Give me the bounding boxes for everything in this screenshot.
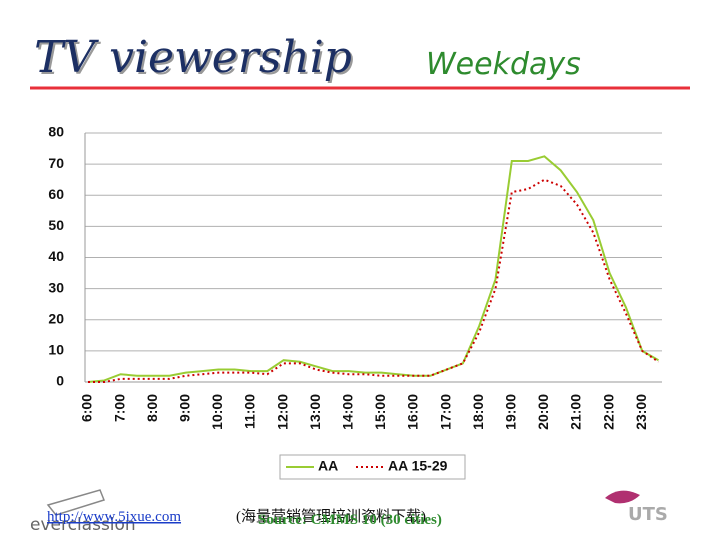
x-tick-label: 19:00 bbox=[503, 394, 519, 430]
y-tick-label: 70 bbox=[48, 155, 64, 171]
x-tick-label: 11:00 bbox=[242, 394, 258, 429]
y-tick-label: 40 bbox=[48, 248, 64, 264]
legend-label: AA 15-29 bbox=[388, 458, 448, 474]
x-tick-label: 18:00 bbox=[470, 394, 486, 430]
y-tick-label: 60 bbox=[48, 186, 64, 202]
logo-left-text: everclassion bbox=[30, 515, 136, 535]
subtitle: Weekdays bbox=[426, 47, 581, 82]
y-tick-label: 20 bbox=[48, 310, 64, 326]
left-logo: everclassion bbox=[30, 489, 136, 535]
x-tick-label: 22:00 bbox=[600, 394, 616, 430]
legend-label: AA bbox=[318, 458, 338, 474]
y-tick-label: 10 bbox=[48, 342, 64, 358]
logo-right-text: UTS bbox=[628, 504, 668, 525]
x-tick-label: 9:00 bbox=[177, 394, 193, 422]
x-tick-label: 14:00 bbox=[340, 394, 356, 430]
series-line bbox=[88, 178, 660, 383]
y-tick-label: 30 bbox=[48, 279, 64, 295]
logo-icon bbox=[46, 489, 105, 516]
y-tick-label: 50 bbox=[48, 217, 64, 233]
url-link[interactable]: http://www.5ixue.com bbox=[47, 509, 181, 525]
x-tick-label: 6:00 bbox=[79, 394, 95, 422]
x-tick-label: 8:00 bbox=[144, 394, 160, 422]
x-tick-label: 7:00 bbox=[111, 394, 127, 422]
x-tick-label: 23:00 bbox=[633, 394, 649, 430]
title: TV viewership bbox=[34, 32, 352, 83]
x-tick-label: 15:00 bbox=[372, 394, 388, 430]
x-tick-label: 20:00 bbox=[535, 394, 551, 430]
source: Source: CMMS 10 (30 cities) bbox=[258, 512, 442, 528]
y-tick-label: 0 bbox=[56, 373, 64, 389]
x-tick-label: 13:00 bbox=[307, 394, 323, 430]
x-tick-label: 16:00 bbox=[405, 394, 421, 430]
chart: 0 10 20 30 40 50 60 70 80 6:00 7:00 8:00 9:00 10:00 11… bbox=[48, 124, 662, 430]
title-shadow: TV viewership bbox=[36, 34, 354, 85]
note: (海量营销管理培训资料下载) bbox=[236, 508, 426, 525]
series-line bbox=[87, 155, 659, 383]
x-tick-label: 17:00 bbox=[437, 394, 453, 430]
logo-right-icon bbox=[605, 490, 640, 504]
x-tick-label: 21:00 bbox=[568, 394, 584, 430]
x-tick-label: 12:00 bbox=[274, 394, 290, 430]
x-tick-label: 10:00 bbox=[209, 394, 225, 430]
y-tick-label: 80 bbox=[48, 124, 64, 140]
